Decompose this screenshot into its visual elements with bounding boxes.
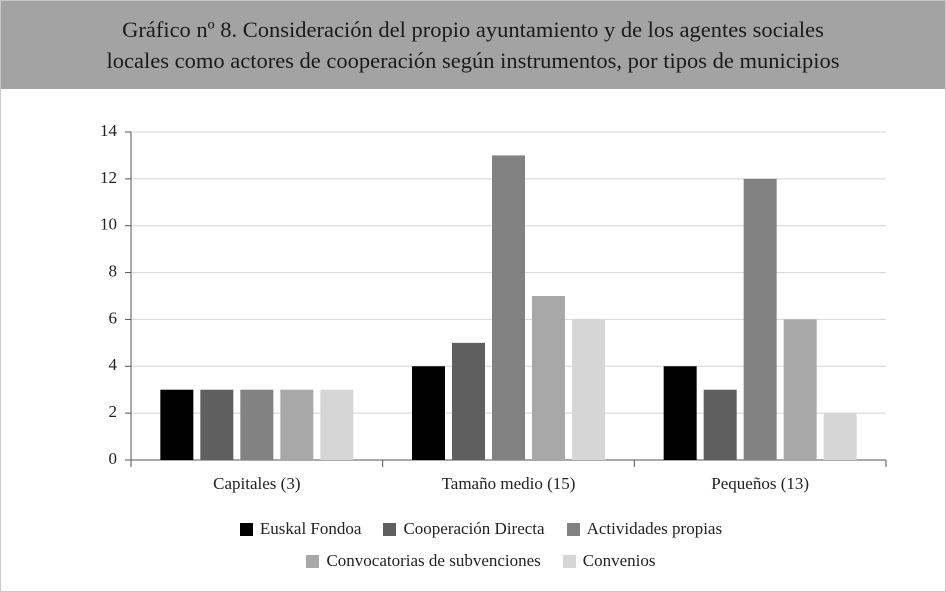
bar [452,342,485,460]
bar [492,155,525,460]
bar [663,366,697,460]
legend-swatch [306,554,320,568]
chart-title: Gráfico nº 8. Consideración del propio a… [106,17,840,73]
bar [240,389,274,460]
bar [823,413,857,460]
legend-swatch [239,522,253,536]
legend-item: Convenios [562,551,656,571]
y-tick-label: 12 [100,168,117,187]
bar [703,389,737,460]
legend-label: Cooperación Directa [403,519,545,538]
bar [783,319,817,460]
legend-swatch [383,522,397,536]
bar [280,389,314,460]
header: Gráfico nº 8. Consideración del propio a… [1,1,945,89]
x-tick-label: Tamaño medio (15) [442,474,576,493]
y-tick-label: 10 [100,215,117,234]
y-tick-label: 6 [109,308,118,327]
bar [412,366,445,460]
bar [743,178,777,460]
legend-item: Euskal Fondoa [239,519,362,539]
bar [160,389,194,460]
y-tick-label: 8 [109,261,118,280]
legend-label: Euskal Fondoa [259,519,362,538]
legend-item: Actividades propias [566,519,723,539]
x-tick-label: Capitales (3) [213,474,300,493]
y-tick-label: 4 [109,355,118,374]
legend-label: Convenios [582,551,656,570]
legend-swatch [562,554,576,568]
legend-item: Cooperación Directa [383,519,545,539]
legend: Euskal Fondoa Cooperación Directa Activida… [151,519,811,571]
legend-label: Actividades propias [586,519,723,538]
y-tick-label: 14 [100,121,118,140]
legend-swatch [566,522,580,536]
bar [572,319,605,460]
y-tick-label: 0 [109,449,118,468]
bar [532,296,565,460]
legend-item: Convocatorias de subvenciones [306,551,541,571]
bar [200,389,234,460]
bar [320,389,354,460]
y-tick-label: 2 [109,402,118,421]
x-tick-label: Pequeños (13) [711,474,809,493]
legend-label: Convocatorias de subvenciones [326,551,541,570]
